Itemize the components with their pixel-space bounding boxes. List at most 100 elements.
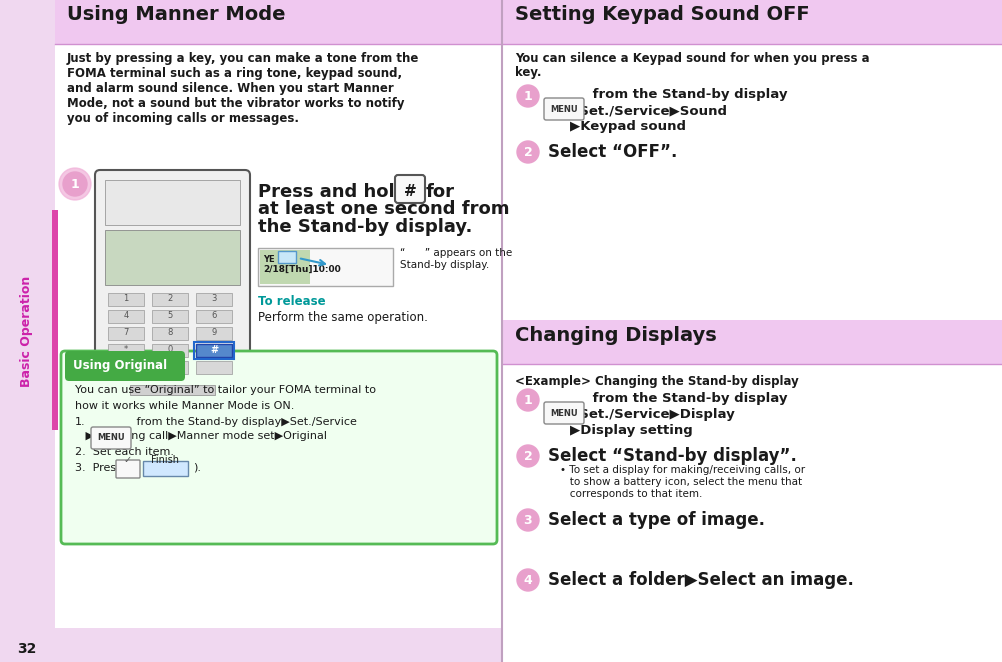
Text: 1.: 1. — [75, 417, 85, 427]
Text: *: * — [124, 345, 128, 354]
Circle shape — [516, 445, 538, 467]
Text: the Stand-by display.: the Stand-by display. — [258, 218, 472, 236]
Text: 1: 1 — [523, 393, 532, 406]
Text: from the Stand-by display: from the Stand-by display — [587, 88, 787, 101]
Bar — [52, 210, 58, 430]
Text: ).: ). — [192, 463, 200, 473]
FancyBboxPatch shape — [91, 427, 131, 449]
Text: to show a battery icon, select the menu that: to show a battery icon, select the menu … — [559, 477, 802, 487]
Text: YE: YE — [263, 255, 281, 264]
Bar — [143, 461, 187, 476]
Circle shape — [516, 569, 538, 591]
Bar — [278, 251, 296, 263]
FancyBboxPatch shape — [116, 460, 140, 478]
Bar — [152, 361, 187, 374]
Text: You can use “Original” to tailor your FOMA terminal to: You can use “Original” to tailor your FO… — [75, 385, 376, 395]
Bar — [195, 327, 231, 340]
Bar — [195, 310, 231, 323]
Text: 2/18[Thu]10:00: 2/18[Thu]10:00 — [263, 265, 341, 274]
Text: 7: 7 — [123, 328, 128, 337]
Text: 9: 9 — [211, 328, 216, 337]
Text: Using Manner Mode: Using Manner Mode — [67, 5, 286, 24]
Text: from the Stand-by display: from the Stand-by display — [587, 392, 787, 405]
Bar — [152, 327, 187, 340]
Text: <Example> Changing the Stand-by display: <Example> Changing the Stand-by display — [514, 375, 798, 388]
Text: 2.  Set each item.: 2. Set each item. — [75, 447, 173, 457]
Bar — [0, 628, 55, 662]
Text: To release: To release — [258, 295, 326, 308]
Bar — [195, 344, 231, 357]
Text: at least one second from: at least one second from — [258, 200, 509, 218]
Bar — [258, 248, 393, 286]
Bar — [195, 344, 231, 357]
Bar — [55, 0, 501, 628]
Bar — [152, 293, 187, 306]
Bar — [108, 310, 144, 323]
Text: 1: 1 — [523, 89, 532, 103]
Bar — [108, 327, 144, 340]
Text: Stand-by display.: Stand-by display. — [400, 260, 489, 270]
Text: 3: 3 — [211, 294, 216, 303]
Text: Just by pressing a key, you can make a tone from the
FOMA terminal such as a rin: Just by pressing a key, you can make a t… — [67, 52, 419, 125]
FancyBboxPatch shape — [65, 351, 184, 381]
Circle shape — [516, 85, 538, 107]
Text: • To set a display for making/receiving calls, or: • To set a display for making/receiving … — [559, 465, 805, 475]
Text: 3: 3 — [523, 514, 532, 526]
Bar — [152, 344, 187, 357]
Text: “      ” appears on the: “ ” appears on the — [400, 248, 512, 258]
Bar — [108, 344, 144, 357]
FancyBboxPatch shape — [95, 170, 249, 380]
Text: corresponds to that item.: corresponds to that item. — [559, 489, 701, 499]
FancyBboxPatch shape — [395, 175, 425, 203]
Text: Changing Displays: Changing Displays — [514, 326, 716, 345]
Bar — [105, 180, 239, 225]
Text: You can silence a Keypad sound for when you press a: You can silence a Keypad sound for when … — [514, 52, 869, 65]
Circle shape — [59, 168, 91, 200]
Text: Select “OFF”.: Select “OFF”. — [547, 143, 676, 161]
Text: MENU: MENU — [550, 105, 577, 113]
Text: 32: 32 — [17, 642, 37, 656]
Bar — [501, 0, 1002, 44]
Bar — [108, 361, 144, 374]
Text: 6: 6 — [211, 311, 216, 320]
Circle shape — [516, 389, 538, 411]
Text: 2: 2 — [523, 449, 532, 463]
Text: key.: key. — [514, 66, 541, 79]
Text: 2: 2 — [523, 146, 532, 158]
Text: 1: 1 — [123, 294, 128, 303]
Text: MENU: MENU — [550, 408, 577, 418]
FancyBboxPatch shape — [543, 402, 583, 424]
Text: 1: 1 — [70, 177, 79, 191]
Text: for: for — [426, 183, 455, 201]
Circle shape — [516, 509, 538, 531]
Bar — [105, 230, 239, 285]
Text: 5: 5 — [167, 311, 172, 320]
Text: ▶Set./Service▶Display: ▶Set./Service▶Display — [569, 408, 735, 421]
Text: Basic Operation: Basic Operation — [20, 275, 33, 387]
Bar — [108, 293, 144, 306]
Text: ▶Incoming call▶Manner mode set▶Original: ▶Incoming call▶Manner mode set▶Original — [75, 431, 327, 441]
Text: 8: 8 — [167, 328, 172, 337]
Text: Perform the same operation.: Perform the same operation. — [258, 311, 428, 324]
Text: #: # — [209, 345, 217, 355]
Text: 4: 4 — [523, 573, 532, 587]
Bar — [100, 175, 244, 375]
Text: ▶Keypad sound: ▶Keypad sound — [569, 120, 685, 133]
Bar — [152, 310, 187, 323]
Text: Select a folder▶Select an image.: Select a folder▶Select an image. — [547, 571, 853, 589]
Text: Setting Keypad Sound OFF: Setting Keypad Sound OFF — [514, 5, 809, 24]
Text: Select a type of image.: Select a type of image. — [547, 511, 765, 529]
Bar — [55, 0, 501, 44]
Text: how it works while Manner Mode is ON.: how it works while Manner Mode is ON. — [75, 401, 294, 411]
Text: ✓: ✓ — [124, 455, 132, 465]
Text: 3.  Press: 3. Press — [75, 463, 122, 473]
Text: Press and hold: Press and hold — [258, 183, 407, 201]
Bar — [501, 0, 1002, 662]
Text: from the Stand-by display▶Set./Service: from the Stand-by display▶Set./Service — [133, 417, 357, 427]
Text: Using Original: Using Original — [73, 359, 167, 372]
Text: Select “Stand-by display”.: Select “Stand-by display”. — [547, 447, 796, 465]
Bar — [0, 0, 55, 662]
FancyBboxPatch shape — [543, 98, 583, 120]
Text: Finish: Finish — [151, 455, 178, 465]
Text: #: # — [403, 184, 416, 199]
